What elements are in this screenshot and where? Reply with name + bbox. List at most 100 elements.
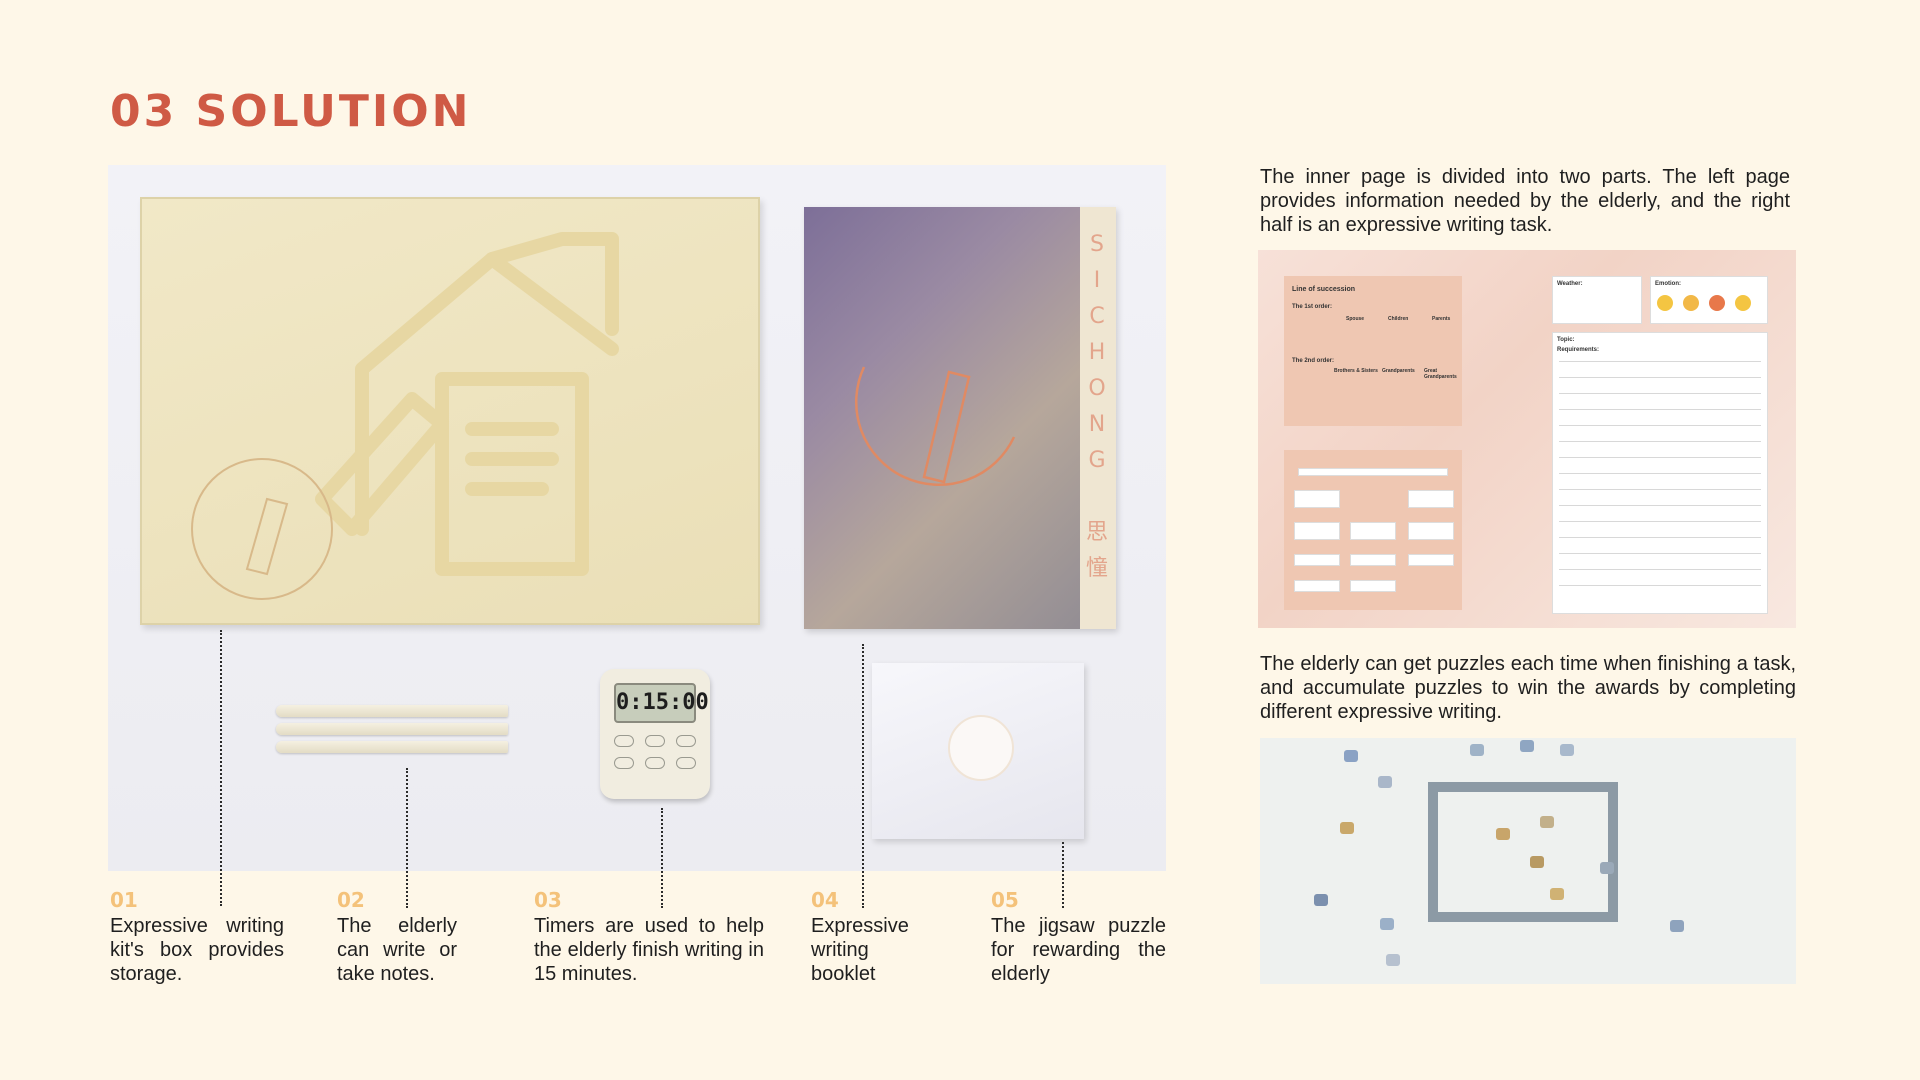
emotion-crying-icon <box>1735 295 1751 311</box>
writing-line <box>1559 537 1761 538</box>
puzzle-piece <box>1550 888 1564 900</box>
caption-number: 01 <box>110 888 138 912</box>
caption-number: 04 <box>811 888 839 912</box>
jigsaw-puzzle-photo <box>1260 738 1796 984</box>
first-order-spouse: Spouse <box>1346 316 1365 322</box>
brand-letter: O <box>1088 376 1108 401</box>
writing-line <box>1559 377 1761 378</box>
puzzle-piece <box>1540 816 1554 828</box>
brand-letter: G <box>1088 448 1108 473</box>
writing-line <box>1559 361 1761 362</box>
timer-button <box>614 735 634 747</box>
puzzle-piece <box>1344 750 1358 762</box>
puzzle-piece <box>1470 744 1484 756</box>
flowchart-box <box>1294 580 1340 592</box>
flowchart-box <box>1294 522 1340 540</box>
puzzle-piece <box>1386 954 1400 966</box>
pens <box>276 705 508 765</box>
second-order-great-grandparents: Great Grandparents <box>1424 368 1457 380</box>
caption-text: The elderly can write or take notes. <box>337 915 457 985</box>
first-order-children: Children <box>1388 316 1409 322</box>
brand-letter: C <box>1089 304 1107 329</box>
pen <box>276 723 508 735</box>
leader-line-04 <box>862 644 864 908</box>
emotion-angry-icon <box>1709 295 1725 311</box>
writing-line <box>1559 553 1761 554</box>
writing-line <box>1559 505 1761 506</box>
brand-letter: N <box>1088 412 1108 437</box>
caption-number: 02 <box>337 888 365 912</box>
puzzle-piece <box>1496 828 1510 840</box>
brand-chinese-char: 思 <box>1085 520 1110 545</box>
brand-letter: I <box>1093 268 1103 293</box>
booklet-brand-strip: S I C H O N G 思 憧 <box>1080 207 1116 629</box>
booklet-pen-logo-icon <box>854 366 1016 486</box>
caption-text: The jigsaw puzzle for rewarding the elde… <box>991 915 1166 985</box>
timer-display: 0:15:00 <box>614 683 709 723</box>
caption-04: 04 Expressive writing booklet <box>811 888 911 986</box>
emotion-label: Emotion: <box>1655 281 1681 287</box>
inner-page-preview: Line of succession The 1st order: Spouse… <box>1258 250 1796 628</box>
kit-box <box>140 197 760 625</box>
caption-01: 01 Expressive writing kit's box provides… <box>110 888 284 986</box>
parcel-logo-seal <box>948 715 1014 781</box>
writing-line <box>1559 473 1761 474</box>
leader-line-01 <box>220 630 222 906</box>
puzzle-piece <box>1520 740 1534 752</box>
puzzle-parcel <box>872 663 1084 839</box>
emotion-box: Emotion: <box>1650 276 1768 324</box>
flowchart-box <box>1350 580 1396 592</box>
puzzle-piece <box>1670 920 1684 932</box>
succession-title: Line of succession <box>1292 286 1356 293</box>
caption-text: Timers are used to help the elderly fini… <box>534 915 764 985</box>
pen <box>276 705 508 717</box>
puzzle-piece <box>1530 856 1544 868</box>
writing-booklet: S I C H O N G 思 憧 <box>804 207 1116 629</box>
caption-03: 03 Timers are used to help the elderly f… <box>534 888 764 986</box>
brand-chinese-char: 憧 <box>1085 556 1110 581</box>
leader-line-02 <box>406 768 408 908</box>
flowchart-box <box>1408 522 1454 540</box>
first-order-label: The 1st order: <box>1292 304 1333 310</box>
flowchart-box <box>1294 554 1340 566</box>
puzzle-piece <box>1600 862 1614 874</box>
flowchart-box <box>1350 554 1396 566</box>
inner-page-description: The inner page is divided into two parts… <box>1260 166 1790 236</box>
writing-line <box>1559 457 1761 458</box>
weather-label: Weather: <box>1557 281 1583 287</box>
weather-box: Weather: <box>1552 276 1642 324</box>
pen <box>276 741 508 753</box>
emotion-neutral-icon <box>1683 295 1699 311</box>
timer-button <box>676 735 696 747</box>
timer-button <box>645 735 665 747</box>
topic-label: Topic: <box>1557 337 1575 343</box>
caption-05: 05 The jigsaw puzzle for rewarding the e… <box>991 888 1166 986</box>
puzzle-frame <box>1428 782 1618 922</box>
puzzle-piece <box>1560 744 1574 756</box>
leader-line-05 <box>1062 842 1064 908</box>
flowchart-box <box>1294 490 1340 508</box>
notary-flowchart-card <box>1284 450 1462 610</box>
flowchart-box <box>1298 468 1448 476</box>
flowchart-box <box>1350 522 1396 540</box>
puzzle-description: The elderly can get puzzles each time wh… <box>1260 653 1796 723</box>
first-order-parents: Parents <box>1432 316 1451 322</box>
succession-card: Line of succession The 1st order: Spouse… <box>1284 276 1462 426</box>
writing-line <box>1559 585 1761 586</box>
timer-button <box>676 757 696 769</box>
second-order-siblings: Brothers & Sisters <box>1334 368 1378 374</box>
caption-02: 02 The elderly can write or take notes. <box>337 888 457 986</box>
writing-line <box>1559 489 1761 490</box>
timer-button <box>614 757 634 769</box>
writing-line <box>1559 425 1761 426</box>
writing-line <box>1559 409 1761 410</box>
flowchart-box <box>1408 554 1454 566</box>
caption-text: Expressive writing booklet <box>811 915 909 985</box>
caption-number: 05 <box>991 888 1019 912</box>
puzzle-piece <box>1340 822 1354 834</box>
emotion-happy-icon <box>1657 295 1673 311</box>
writing-line <box>1559 569 1761 570</box>
caption-text: Expressive writing kit's box provides st… <box>110 915 284 985</box>
page-title: 03 SOLUTION <box>110 86 472 137</box>
puzzle-piece <box>1380 918 1394 930</box>
